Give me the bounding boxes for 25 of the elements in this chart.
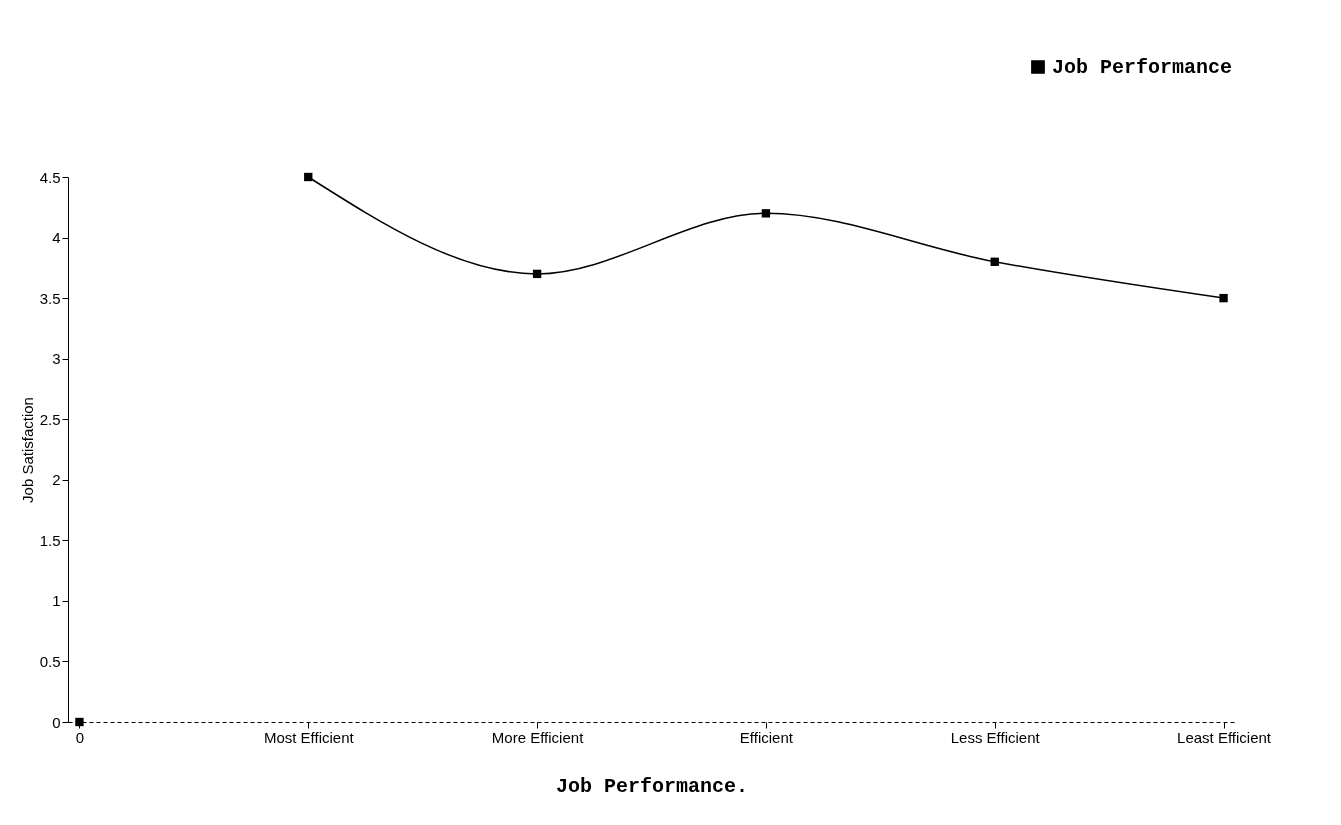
y-tick-label: 1.5 (39, 531, 61, 549)
x-tick-label: Least Efficient (1177, 728, 1272, 746)
x-tick-label: Most Efficient (263, 728, 355, 746)
y-tick-label: 2 (52, 471, 61, 489)
point (532, 269, 542, 279)
y-tick-label: 1 (52, 592, 61, 610)
y-tick-label: 2.5 (39, 410, 61, 428)
point (1219, 293, 1228, 303)
point (75, 717, 84, 727)
y-tick-label: 0.5 (39, 652, 61, 670)
point (304, 172, 313, 182)
y-axis-title: Job Satisfaction (18, 397, 36, 503)
x-axis-title: Job Performance. (555, 774, 749, 798)
legend-label: Job Performance (1052, 56, 1233, 79)
y-tick-label: 3.5 (39, 289, 61, 307)
x-tick-label: More Efficient (491, 728, 585, 746)
y-tick-label: 0 (52, 713, 61, 731)
point (990, 257, 999, 266)
x-tick-label: 0 (75, 728, 85, 746)
point (761, 209, 771, 218)
y-tick-label: 4 (52, 229, 61, 247)
x-tick-label: Efficient (739, 728, 794, 746)
y-tick-label: 3 (52, 350, 61, 368)
y-tick-label: 4.5 (39, 168, 61, 186)
x-tick-label: Less Efficient (950, 728, 1041, 746)
